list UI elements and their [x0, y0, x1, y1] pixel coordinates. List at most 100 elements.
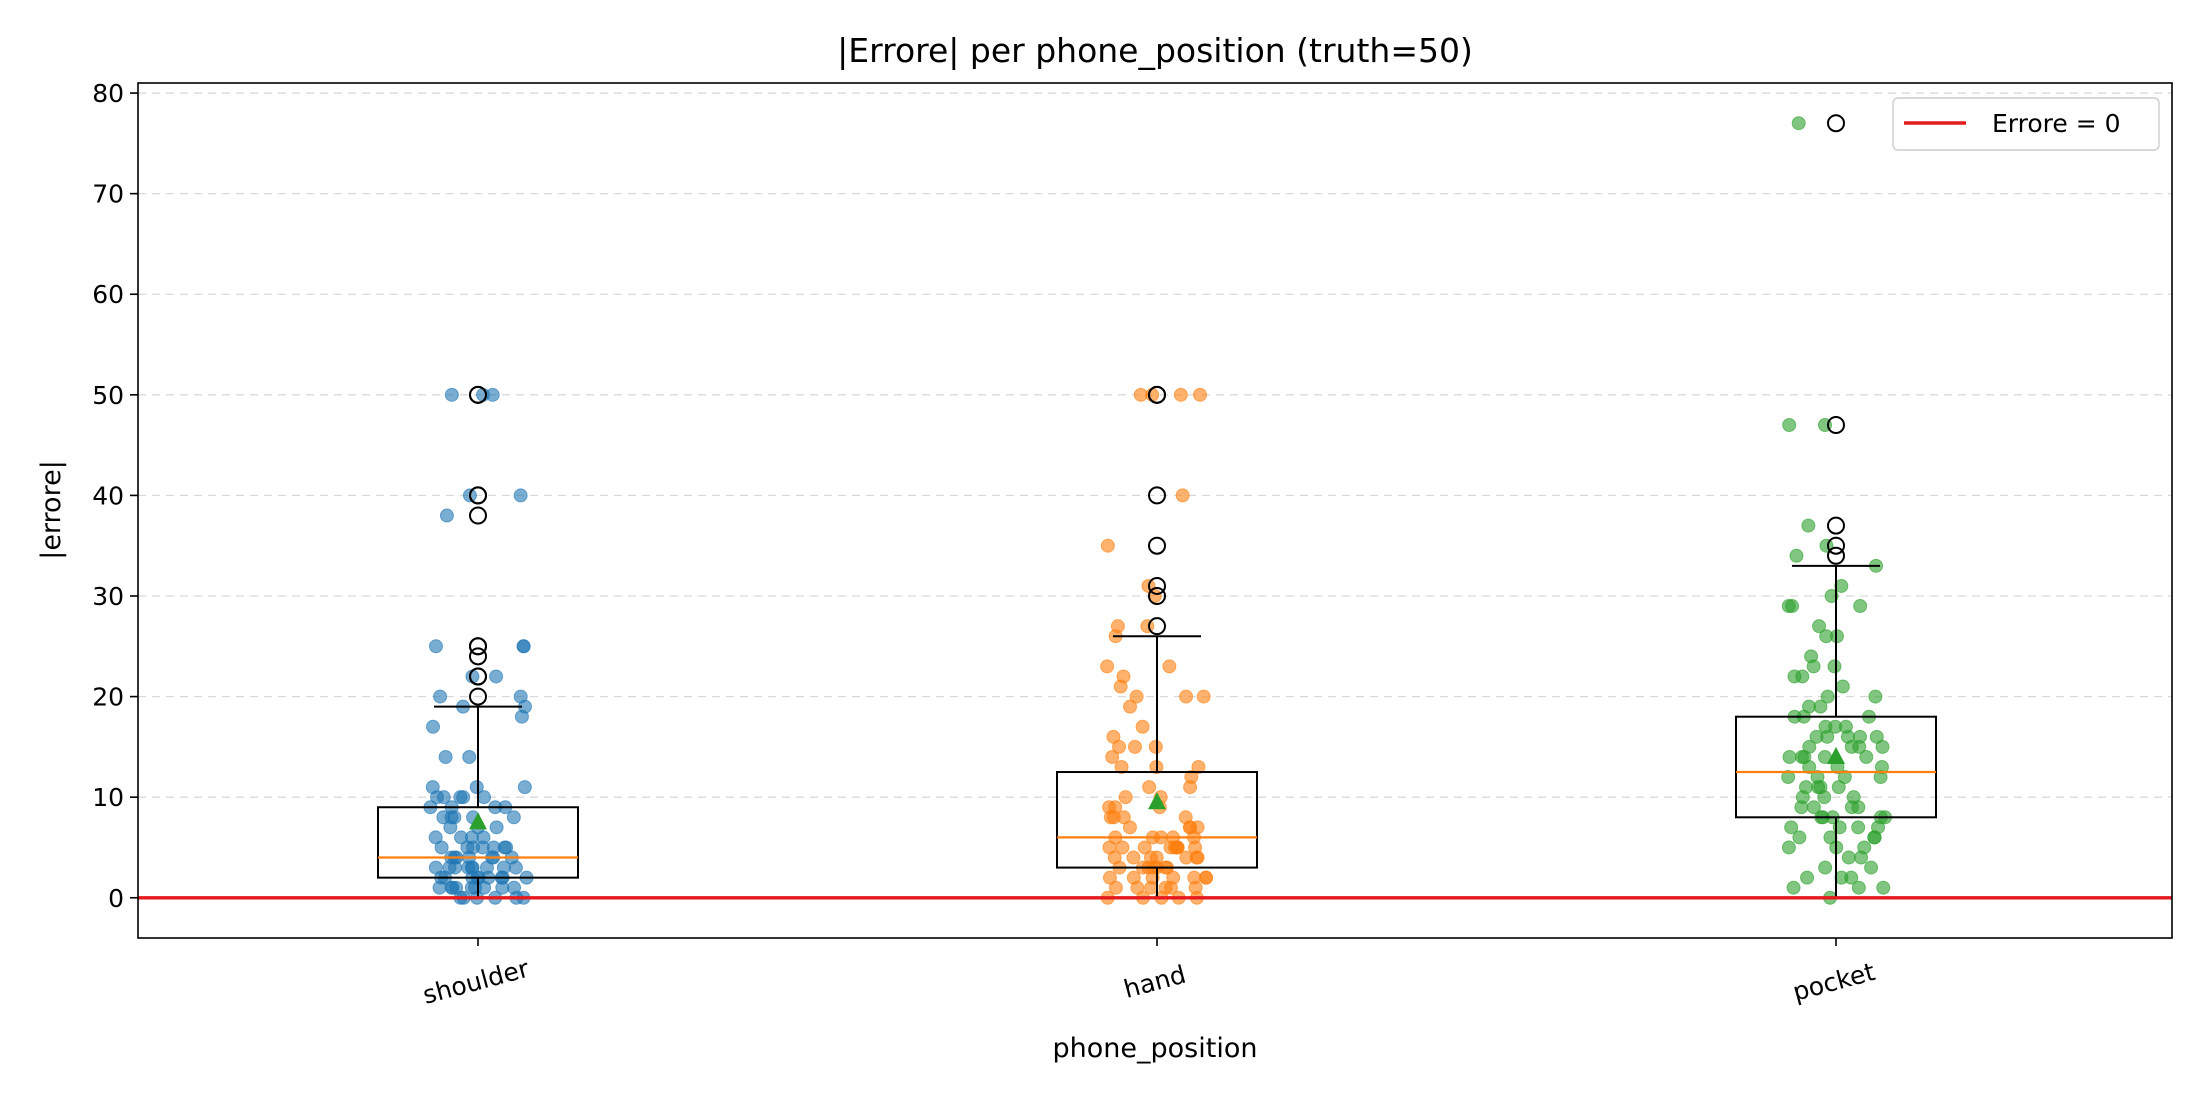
outlier-shoulder-3 [469, 647, 487, 666]
point-hand-74 [1166, 870, 1181, 885]
outlier-pocket-1 [1827, 536, 1845, 555]
point-shoulder-80 [476, 830, 491, 845]
outlier-shoulder-2 [469, 667, 487, 686]
box-layer [377, 114, 1937, 898]
outlier-hand-4 [1148, 486, 1166, 505]
point-shoulder-20 [438, 749, 453, 764]
point-hand-44 [1140, 619, 1155, 634]
legend-label-errore-zero: Errore = 0 [1992, 109, 2121, 138]
point-hand-82 [1149, 850, 1164, 865]
point-pocket-57 [1801, 518, 1816, 533]
point-hand-62 [1118, 790, 1133, 805]
point-pocket-44 [1827, 659, 1842, 674]
x-axis-title: phone_position [1053, 1033, 1258, 1064]
point-pocket-70 [1801, 699, 1816, 714]
point-pocket-61 [1851, 880, 1866, 895]
point-hand-45 [1110, 619, 1125, 634]
point-hand-80 [1188, 880, 1203, 895]
outlier-pocket-2 [1827, 516, 1845, 535]
point-pocket-65 [1806, 800, 1821, 815]
point-shoulder-85 [460, 840, 475, 855]
chart-title: |Errore| per phone_position (truth=50) [837, 31, 1473, 70]
point-pocket-20 [1799, 780, 1814, 795]
point-pocket-68 [1852, 739, 1867, 754]
point-shoulder-86 [489, 820, 504, 835]
point-shoulder-27 [439, 508, 454, 523]
point-hand-88 [1163, 840, 1178, 855]
mean-marker-hand [1148, 792, 1166, 810]
point-shoulder-42 [428, 639, 443, 654]
point-hand-35 [1135, 719, 1150, 734]
point-hand-33 [1148, 739, 1163, 754]
point-pocket-80 [1792, 830, 1807, 845]
outlier-hand-0 [1148, 617, 1166, 636]
point-shoulder-56 [425, 780, 440, 795]
y-tick-label-40: 40 [92, 481, 124, 510]
point-shoulder-43 [513, 488, 528, 503]
point-pocket-67 [1802, 760, 1817, 774]
point-pocket-74 [1817, 790, 1832, 805]
outlier-shoulder-5 [469, 637, 487, 656]
point-shoulder-19 [469, 780, 484, 795]
y-tick-label-20: 20 [92, 683, 124, 712]
point-pocket-84 [1806, 659, 1821, 674]
y-tick-label-10: 10 [92, 783, 124, 812]
point-shoulder-82 [453, 790, 468, 805]
point-shoulder-21 [426, 719, 441, 734]
y-tick-label-0: 0 [108, 884, 124, 913]
point-hand-13 [1126, 850, 1141, 865]
point-pocket-59 [1782, 418, 1797, 432]
y-tick-label-70: 70 [92, 180, 124, 209]
point-pocket-86 [1811, 780, 1826, 795]
outlier-hand-2 [1148, 576, 1166, 595]
point-pocket-76 [1859, 749, 1874, 764]
point-pocket-82 [1837, 770, 1852, 785]
point-pocket-55 [1789, 548, 1804, 563]
point-pocket-87 [1794, 749, 1809, 764]
outlier-shoulder-8 [469, 486, 487, 505]
y-tick-label-60: 60 [92, 280, 124, 309]
point-shoulder-76 [513, 689, 528, 704]
outlier-hand-1 [1148, 587, 1166, 605]
point-shoulder-47 [444, 880, 459, 895]
point-pocket-83 [1875, 739, 1890, 754]
point-hand-48 [1100, 538, 1115, 553]
point-pocket-5 [1818, 860, 1833, 875]
point-hand-79 [1196, 689, 1211, 704]
y-axis-title: |errore| [36, 460, 67, 560]
point-hand-85 [1191, 760, 1206, 774]
point-pocket-11 [1851, 820, 1866, 835]
point-pocket-4 [1844, 870, 1859, 885]
point-hand-58 [1107, 850, 1122, 865]
mean-marker-shoulder [469, 812, 487, 830]
y-tick-label-50: 50 [92, 381, 124, 410]
point-pocket-62 [1864, 860, 1879, 875]
point-pocket-53 [1834, 578, 1849, 593]
point-hand-49 [1175, 488, 1190, 503]
legend: Errore = 0 [1892, 97, 2160, 151]
point-hand-36 [1123, 699, 1138, 714]
plot-frame [137, 82, 2173, 939]
outlier-pocket-3 [1827, 416, 1845, 434]
point-pocket-48 [1812, 619, 1827, 634]
point-hand-52 [1133, 387, 1148, 402]
point-pocket-40 [1868, 689, 1883, 704]
point-pocket-77 [1820, 729, 1835, 744]
outlier-hand-3 [1148, 536, 1166, 555]
point-hand-89 [1182, 820, 1197, 835]
point-shoulder-74 [506, 810, 521, 825]
y-tick-label-80: 80 [92, 79, 124, 108]
point-hand-53 [1193, 387, 1208, 402]
point-pocket-75 [1873, 770, 1888, 785]
point-hand-42 [1162, 659, 1177, 674]
y-tick-label-30: 30 [92, 582, 124, 611]
point-pocket-43 [1795, 669, 1810, 684]
point-hand-40 [1116, 669, 1131, 684]
point-shoulder-24 [433, 689, 448, 704]
point-pocket-51 [1853, 599, 1868, 614]
outlier-hand-6 [1148, 385, 1166, 404]
point-pocket-1 [1786, 880, 1801, 895]
outlier-shoulder-0 [469, 687, 487, 706]
